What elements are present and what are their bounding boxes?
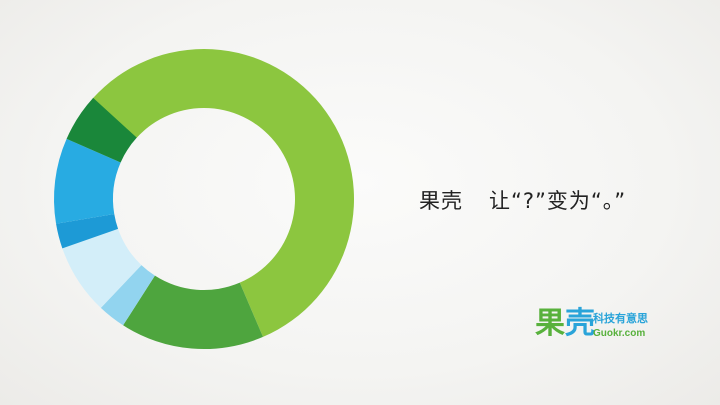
ring-segment-7 — [66, 97, 137, 163]
logo-mark: 果壳 — [535, 306, 595, 342]
ring-segment-6 — [53, 138, 121, 224]
logo-url: Guokr.com — [593, 328, 646, 339]
ring-segment-3 — [100, 265, 155, 326]
headline: 果壳 让“?”变为“。” — [419, 185, 626, 217]
logo-slogan: 科技有意思 — [593, 312, 648, 325]
ring-segment-5 — [56, 213, 119, 249]
logo-mark-part1: 果 — [535, 306, 565, 341]
guokr-logo: 果壳 科技有意思 Guokr.com — [535, 306, 665, 346]
logo-mark-part2: 壳 — [565, 306, 595, 341]
headline-brand: 果壳 — [419, 189, 463, 213]
ring-segment-1 — [92, 49, 355, 337]
ring-segment-2 — [123, 275, 263, 350]
ring-segment-4 — [62, 228, 142, 308]
headline-text: 让“?”变为“。” — [489, 189, 627, 213]
